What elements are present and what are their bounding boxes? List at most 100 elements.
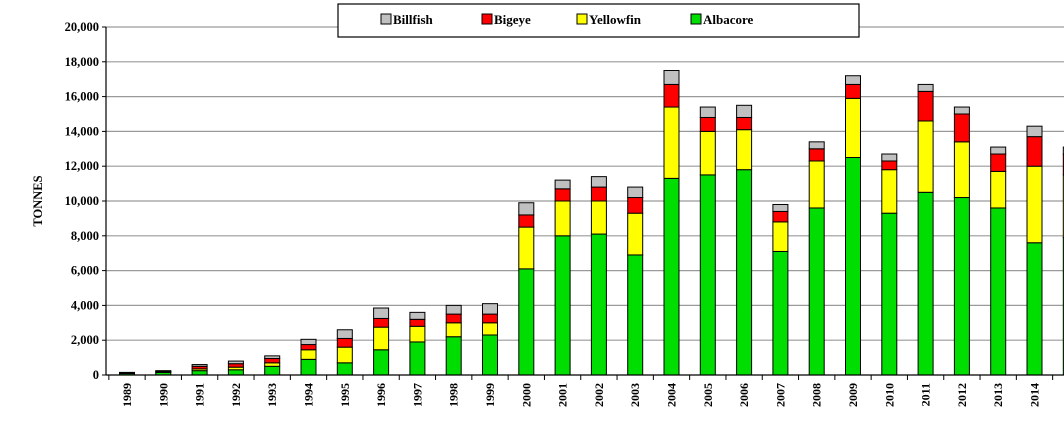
x-tick-label-2001: 2001 [556, 383, 570, 407]
bar-segment-bigeye-2002 [590, 186, 607, 202]
bar-segment-albacore-2004 [663, 177, 680, 376]
bar-segment-bigeye-1999 [482, 313, 498, 324]
bar-segment-yellowfin-1998 [445, 322, 462, 338]
bar-segment-yellowfin-2010 [881, 169, 898, 214]
y-tick-label: 8,000 [71, 229, 99, 243]
bar-segment-billfish-2009 [845, 75, 861, 85]
bar-segment-bigeye-2003 [627, 197, 644, 214]
bar-segment-albacore-2005 [699, 174, 716, 376]
bar-segment-yellowfin-1993 [264, 362, 281, 367]
y-tick-label: 2,000 [71, 333, 99, 347]
bar-segment-billfish-1999 [482, 303, 498, 315]
bar-segment-bigeye-2008 [808, 148, 825, 162]
bar-segment-billfish-1994 [300, 338, 317, 346]
bar-segment-albacore-2007 [772, 250, 789, 376]
bar-segment-yellowfin-2011 [917, 120, 934, 193]
x-tick-label-2014: 2014 [1028, 383, 1042, 407]
bar-segment-bigeye-2004 [663, 83, 680, 108]
bar-segment-billfish-2013 [990, 146, 1007, 155]
bar-segment-billfish-2002 [590, 176, 607, 188]
bar-segment-bigeye-1995 [336, 337, 353, 348]
bar-segment-albacore-1994 [300, 358, 317, 376]
x-tick-label-2004: 2004 [665, 383, 679, 407]
x-tick-label-1993: 1993 [265, 383, 279, 407]
bar-segment-bigeye-1998 [445, 313, 462, 324]
x-tick-label-2003: 2003 [628, 383, 642, 407]
bar-segment-bigeye-2005 [699, 116, 716, 132]
bar-segment-billfish-2000 [518, 202, 535, 216]
gridlines [106, 26, 1064, 341]
bar-segment-bigeye-1997 [409, 318, 426, 327]
y-tick-label: 6,000 [71, 264, 99, 278]
bar-segment-yellowfin-2002 [590, 200, 607, 235]
bar-segment-billfish-2007 [772, 203, 789, 212]
legend-label-bigeye: Bigeye [494, 12, 531, 27]
bar-segment-albacore-2001 [554, 235, 571, 376]
bar-segment-billfish-2014 [1026, 125, 1043, 138]
bar-segment-billfish-2003 [627, 186, 644, 199]
y-tick-label: 12,000 [65, 159, 99, 173]
x-tick-label-2012: 2012 [955, 383, 969, 407]
bar-segment-albacore-2011 [917, 191, 934, 376]
bar-segment-yellowfin-2012 [953, 141, 970, 199]
bar-segment-billfish-1992 [227, 360, 244, 365]
legend: Billfish Bigeye Yellowfin Albacore [337, 3, 860, 38]
x-tick-label-1990: 1990 [156, 383, 170, 407]
bar-segment-yellowfin-2013 [990, 170, 1007, 209]
legend-swatch-billfish [380, 13, 392, 25]
bar-segment-albacore-1996 [373, 349, 390, 376]
bar-segment-yellowfin-1996 [373, 326, 390, 351]
bar-segment-bigeye-2006 [736, 116, 753, 131]
bar-segment-bigeye-2001 [554, 188, 571, 202]
axes [102, 26, 1064, 380]
y-tick-label: 4,000 [71, 298, 99, 312]
bars [119, 70, 1064, 376]
bar-segment-albacore-1993 [264, 365, 281, 376]
y-tick-label: 14,000 [65, 124, 99, 138]
bar-segment-bigeye-2012 [953, 113, 970, 143]
legend-swatch-bigeye [481, 13, 493, 25]
bar-segment-yellowfin-2006 [736, 129, 753, 171]
bar-segment-billfish-1998 [445, 304, 462, 315]
x-tick-label-2008: 2008 [810, 383, 824, 407]
legend-label-billfish: Billfish [393, 12, 434, 27]
x-tick-label-1992: 1992 [229, 383, 243, 407]
legend-label-albacore: Albacore [703, 12, 754, 27]
bar-segment-albacore-1992 [227, 369, 244, 376]
bar-segment-billfish-2004 [663, 70, 680, 85]
bar-segment-billfish-1995 [336, 329, 353, 339]
bar-segment-albacore-1991 [191, 370, 208, 376]
bar-segment-bigeye-1996 [373, 317, 390, 328]
bar-segment-bigeye-2013 [990, 153, 1007, 172]
x-tick-label-2011: 2011 [919, 383, 933, 406]
y-tick-label: 0 [93, 368, 99, 382]
x-tick-label-1999: 1999 [483, 383, 497, 407]
legend-box [337, 3, 860, 38]
x-tick-label-2006: 2006 [737, 383, 751, 407]
bar-segment-billfish-1996 [373, 307, 390, 319]
bar-segment-albacore-2010 [881, 212, 898, 376]
bar-segment-bigeye-2011 [917, 90, 934, 122]
bar-segment-albacore-2009 [845, 157, 861, 376]
legend-swatch-yellowfin [576, 13, 588, 25]
bar-segment-albacore-2012 [953, 197, 970, 376]
bar-segment-yellowfin-1997 [409, 325, 426, 343]
bar-segment-billfish-2010 [881, 153, 898, 162]
bar-segment-albacore-2002 [590, 233, 607, 376]
bar-segment-billfish-2011 [917, 83, 934, 92]
legend-swatch-albacore [690, 13, 702, 25]
y-tick-label: 20,000 [65, 20, 99, 34]
bar-segment-yellowfin-1994 [300, 349, 317, 360]
bar-segment-albacore-2006 [736, 169, 753, 376]
x-tick-label-1998: 1998 [447, 383, 461, 407]
bar-segment-billfish-2008 [808, 141, 825, 150]
bar-segment-billfish-2006 [736, 104, 753, 118]
bar-segment-yellowfin-2007 [772, 221, 789, 252]
y-tick-label: 18,000 [65, 55, 99, 69]
bar-segment-yellowfin-2003 [627, 212, 644, 256]
bar-segment-yellowfin-1995 [336, 346, 353, 364]
bar-segment-bigeye-2000 [518, 214, 535, 228]
bar-segment-billfish-1993 [264, 355, 281, 359]
y-axis-label: TONNES [31, 175, 45, 226]
